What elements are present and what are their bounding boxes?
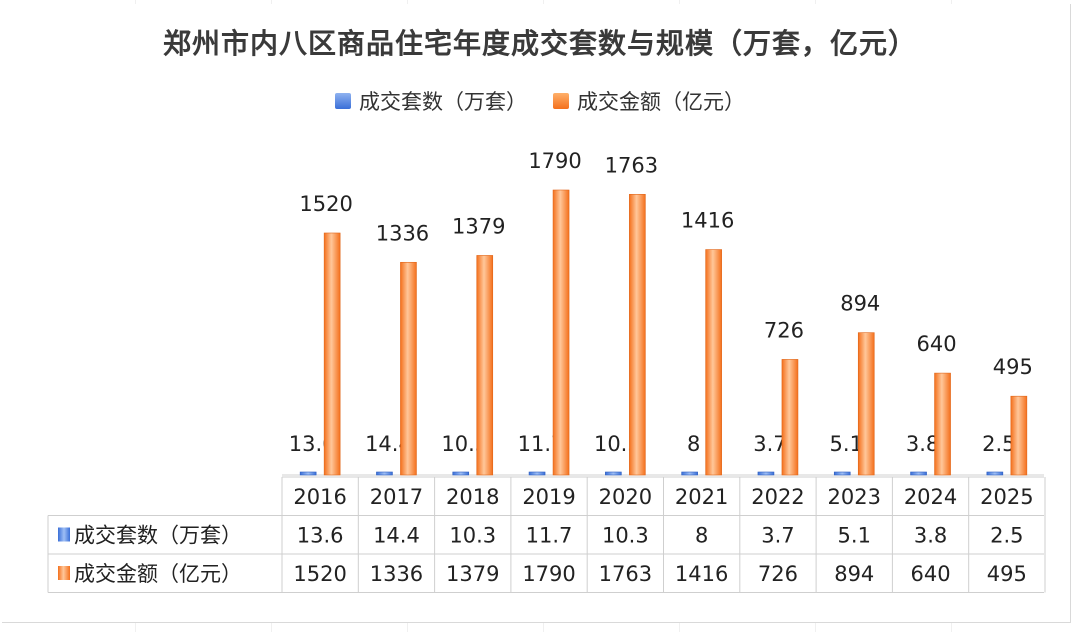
x-tick-2020: 2020 — [599, 485, 652, 509]
table-cell-amount-2024: 640 — [911, 562, 951, 586]
bar-units-2023[interactable] — [833, 471, 851, 476]
table-cell-units-2018: 10.3 — [449, 524, 496, 548]
data-label-amount-2024: 640 — [917, 332, 957, 356]
table-cell-amount-2017: 1336 — [370, 562, 423, 586]
data-label-units-2021: 8 — [687, 432, 700, 456]
bar-amount-2018[interactable] — [476, 255, 494, 476]
x-tick-2023: 2023 — [828, 485, 881, 509]
x-tick-2019: 2019 — [522, 485, 575, 509]
table-cell-units-2016: 13.6 — [297, 524, 344, 548]
bar-units-2022[interactable] — [757, 471, 775, 476]
table-cell-units-2021: 8 — [695, 524, 708, 548]
legend-item-amount[interactable]: 成交金额（亿元） — [553, 86, 745, 116]
legend-label-units: 成交套数（万套） — [359, 90, 527, 114]
x-tick-2024: 2024 — [904, 485, 957, 509]
data-label-amount-2020: 1763 — [605, 153, 658, 177]
bar-units-2024[interactable] — [910, 471, 927, 476]
data-label-units-2022: 3.7 — [753, 432, 786, 456]
legend-label-amount: 成交金额（亿元） — [577, 90, 745, 114]
table-cell-units-2024: 3.8 — [914, 524, 947, 548]
bar-amount-2020[interactable] — [629, 193, 646, 476]
legend-swatch-blue — [335, 93, 351, 109]
bar-units-2018[interactable] — [452, 471, 470, 476]
table-cell-amount-2021: 1416 — [675, 562, 728, 586]
x-tick-2017: 2017 — [370, 485, 423, 509]
x-tick-2025: 2025 — [980, 485, 1033, 509]
chart-legend: 成交套数（万套） 成交金额（亿元） — [0, 86, 1080, 116]
bar-amount-2022[interactable] — [781, 359, 799, 476]
bar-units-2019[interactable] — [528, 471, 546, 476]
legend-swatch-orange — [553, 93, 569, 109]
table-cell-amount-2023: 894 — [834, 562, 874, 586]
table-cell-amount-2022: 726 — [758, 562, 798, 586]
bar-units-2017[interactable] — [376, 471, 393, 476]
table-swatch-amount — [58, 566, 70, 580]
data-label-amount-2022: 726 — [764, 318, 804, 342]
x-tick-2016: 2016 — [293, 485, 346, 509]
table-cell-units-2023: 5.1 — [838, 524, 871, 548]
bar-units-2025[interactable] — [986, 471, 1004, 476]
data-label-units-2023: 5.1 — [830, 432, 863, 456]
bar-amount-2017[interactable] — [400, 261, 417, 476]
bar-amount-2019[interactable] — [552, 189, 570, 476]
table-cell-units-2022: 3.7 — [761, 524, 794, 548]
bar-units-2016[interactable] — [299, 471, 317, 476]
bar-amount-2025[interactable] — [1010, 395, 1028, 476]
x-tick-2018: 2018 — [446, 485, 499, 509]
bar-amount-2024[interactable] — [934, 372, 951, 476]
data-label-units-2025: 2.5 — [982, 432, 1015, 456]
bar-amount-2023[interactable] — [857, 332, 875, 476]
table-cell-amount-2016: 1520 — [293, 562, 346, 586]
data-label-amount-2023: 894 — [840, 292, 880, 316]
legend-item-units[interactable]: 成交套数（万套） — [335, 86, 527, 116]
x-tick-2022: 2022 — [751, 485, 804, 509]
table-cell-amount-2019: 1790 — [522, 562, 575, 586]
chart-title: 郑州市内八区商品住宅年度成交套数与规模（万套，亿元） — [162, 27, 917, 60]
data-label-amount-2016: 1520 — [299, 192, 352, 216]
x-tick-2021: 2021 — [675, 485, 728, 509]
table-cell-amount-2018: 1379 — [446, 562, 499, 586]
bar-units-2021[interactable] — [681, 471, 698, 476]
table-row-label-units: 成交套数（万套） — [74, 524, 242, 548]
table-cell-units-2019: 11.7 — [526, 524, 573, 548]
bar-amount-2016[interactable] — [323, 232, 341, 476]
table-cell-units-2017: 14.4 — [373, 524, 420, 548]
table-row-label-amount: 成交金额（亿元） — [74, 562, 242, 586]
bar-units-2020[interactable] — [605, 471, 622, 476]
bar-amount-2021[interactable] — [705, 249, 722, 476]
table-cell-units-2025: 2.5 — [990, 524, 1023, 548]
table-swatch-units — [58, 527, 70, 542]
data-label-amount-2021: 1416 — [681, 209, 734, 233]
data-label-units-2024: 3.8 — [906, 432, 939, 456]
data-label-amount-2025: 495 — [993, 355, 1033, 379]
table-cell-units-2020: 10.3 — [602, 524, 649, 548]
data-label-amount-2019: 1790 — [528, 149, 581, 173]
table-cell-amount-2025: 495 — [987, 562, 1027, 586]
data-label-amount-2018: 1379 — [452, 214, 505, 238]
table-cell-amount-2020: 1763 — [599, 562, 652, 586]
data-label-amount-2017: 1336 — [376, 221, 429, 245]
